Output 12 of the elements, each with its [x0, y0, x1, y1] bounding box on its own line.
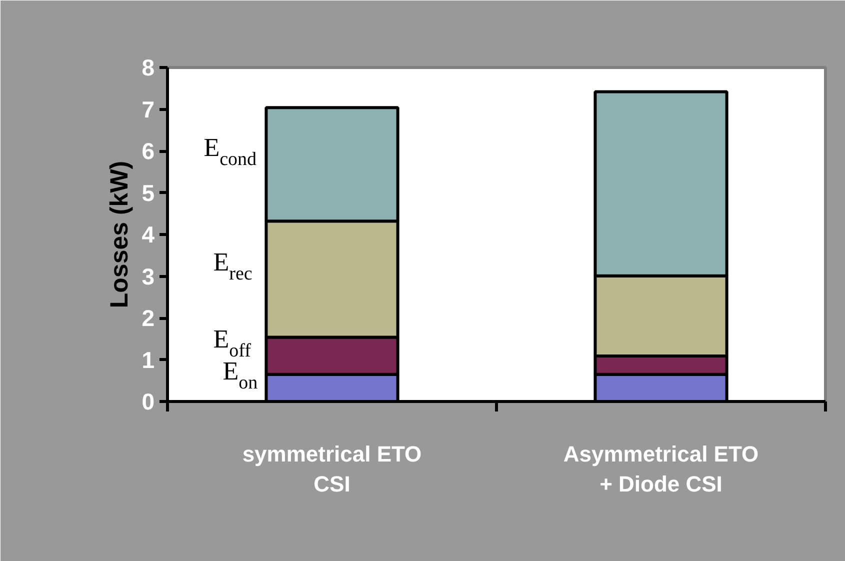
x-tick-label: symmetrical ETO CSI	[242, 442, 422, 496]
y-tick-label: 3	[142, 263, 155, 290]
y-tick-label: 4	[142, 222, 155, 248]
y-tick-label: 1	[142, 346, 155, 373]
y-tick-label: 5	[142, 180, 155, 206]
y-axis-title: Losses (kW)	[106, 160, 134, 308]
y-tick-label: 8	[142, 54, 155, 80]
x-tick-label: Asymmetrical ETO + Diode CSI	[563, 442, 759, 496]
y-tick-label: 7	[142, 96, 155, 122]
y-tick-label: 0	[142, 388, 155, 414]
y-tick-label: 6	[142, 138, 155, 164]
y-tick-label: 2	[142, 305, 155, 331]
